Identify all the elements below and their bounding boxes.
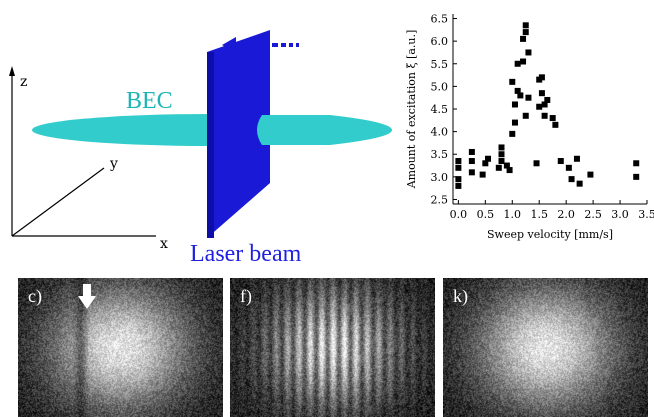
data-point [498, 144, 505, 151]
x-tick-label: 3.5 [638, 208, 654, 221]
data-point [576, 180, 583, 187]
data-point [525, 49, 532, 56]
data-point [522, 29, 529, 36]
y-tick-label: 6.0 [431, 35, 449, 48]
data-point [538, 74, 545, 81]
y-tick-label: 4.0 [431, 126, 449, 139]
data-point [511, 101, 518, 108]
x-tick-label: 0.5 [477, 208, 495, 221]
data-point [544, 96, 551, 103]
laser-beam-label: Laser beam [190, 241, 302, 267]
axis-label-y: y [109, 156, 118, 172]
data-point [498, 151, 505, 158]
x-tick-label: 1.5 [530, 208, 548, 221]
data-point [468, 148, 475, 155]
data-point [482, 160, 489, 167]
panel-label: k) [453, 286, 468, 306]
coordinate-axes [11, 72, 156, 237]
absorption-image-k: k) [443, 278, 648, 417]
y-tick-label: 3.5 [431, 148, 449, 161]
absorption-image [443, 278, 648, 417]
y-tick-label: 5.0 [431, 80, 449, 93]
x-tick-label: 1.0 [504, 208, 522, 221]
absorption-image-f: f) [230, 278, 435, 417]
data-point [633, 160, 640, 167]
data-point [541, 101, 548, 108]
data-point [557, 158, 564, 165]
data-point [485, 155, 492, 162]
y-tick-labels: 2.5 3.0 3.5 4.0 4.5 5.0 5.5 6.0 6.5 [431, 13, 449, 207]
data-point [536, 103, 543, 110]
y-tick-label: 2.5 [431, 193, 449, 206]
data-point [520, 35, 527, 42]
data-point [549, 115, 556, 122]
y-axis-label: Amount of excitation ξ [a.u.] [405, 30, 418, 190]
data-points [455, 22, 640, 189]
data-point [503, 162, 510, 169]
data-point [525, 94, 532, 101]
data-point [573, 155, 580, 162]
y-tick-label: 6.5 [431, 13, 449, 26]
panel-label: c) [28, 286, 42, 306]
data-point [633, 173, 640, 180]
data-point [568, 176, 575, 183]
data-point [517, 92, 524, 99]
data-point [495, 164, 502, 171]
data-point [509, 78, 516, 85]
absorption-image [18, 278, 223, 417]
chart-frame [452, 14, 648, 205]
data-point [468, 169, 475, 176]
y-tick-label: 5.5 [431, 58, 449, 71]
data-point [509, 130, 516, 137]
data-point [538, 90, 545, 97]
x-tick-labels: 0.0 0.5 1.0 1.5 2.0 2.5 3.0 3.5 [450, 208, 654, 221]
arrow-down-icon [78, 284, 96, 309]
data-point [520, 58, 527, 65]
axis-label-x: x [160, 236, 168, 252]
data-point [455, 164, 462, 171]
y-tick-label: 4.5 [431, 103, 449, 116]
data-point [565, 164, 572, 171]
laser-sheet-edge [207, 52, 214, 238]
data-point [455, 158, 462, 165]
data-point [522, 112, 529, 119]
data-point [514, 60, 521, 67]
data-point [498, 158, 505, 165]
data-point [533, 160, 540, 167]
data-point [455, 182, 462, 189]
absorption-image [230, 278, 435, 417]
bec-label: BEC [126, 88, 173, 114]
x-tick-label: 0.0 [450, 208, 468, 221]
data-point [587, 171, 594, 178]
x-tick-label: 3.0 [611, 208, 629, 221]
x-axis-label: Sweep velocity [mm/s] [487, 228, 613, 241]
panel-label: f) [240, 286, 252, 306]
excitation-chart: 2.5 3.0 3.5 4.0 4.5 5.0 5.5 6.0 6.5 0.0 0.5 1.0 1.5… [405, 13, 654, 241]
absorption-image-c: c) [18, 278, 223, 417]
data-point [506, 167, 513, 174]
laser-sheet [207, 30, 270, 238]
data-point [479, 171, 486, 178]
x-tick-label: 2.0 [557, 208, 575, 221]
sweep-direction-arrow [222, 37, 299, 53]
y-tick-label: 3.0 [431, 171, 449, 184]
data-point [541, 112, 548, 119]
data-point [468, 158, 475, 165]
data-point [514, 87, 521, 94]
x-tick-label: 2.5 [584, 208, 602, 221]
data-point [522, 22, 529, 29]
data-point [552, 121, 559, 128]
data-point [455, 176, 462, 183]
z-axis-arrow [9, 66, 15, 76]
axis-label-z: z [20, 74, 27, 90]
bec-cloud-front [257, 115, 392, 145]
data-point [511, 119, 518, 126]
schematic-diagram: z y x BEC Laser beam [9, 30, 392, 267]
